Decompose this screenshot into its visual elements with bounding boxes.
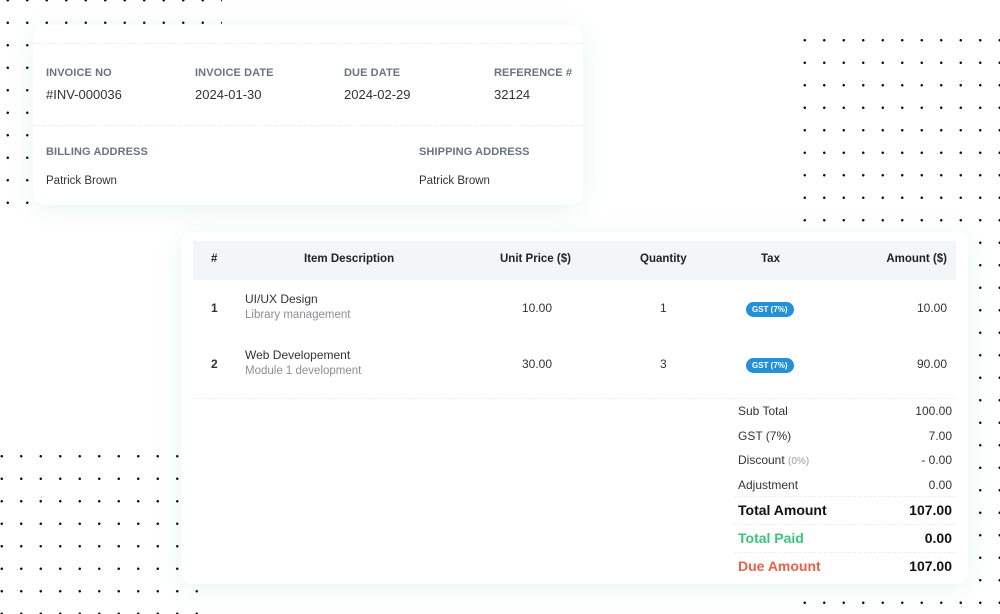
- tax-badge: GST (7%): [746, 358, 794, 373]
- total-amount-label: Total Amount: [738, 502, 827, 518]
- tax-badge: GST (7%): [746, 302, 794, 317]
- invoice-date-label: INVOICE DATE: [195, 67, 274, 79]
- adjustment-value: 0.00: [928, 478, 952, 492]
- items-card: # Item Description Unit Price ($) Quanti…: [181, 232, 968, 584]
- dot-pattern-bottom-left: [0, 445, 214, 614]
- unit-price: 10.00: [522, 301, 553, 315]
- col-unit-price: Unit Price ($): [500, 253, 571, 265]
- item-desc: Library management: [245, 309, 351, 321]
- quantity: 3: [660, 357, 667, 371]
- discount-label: Discount (0%): [738, 453, 809, 467]
- shipping-name: Patrick Brown: [419, 175, 490, 187]
- col-num: #: [211, 253, 218, 265]
- gst-label: GST (7%): [738, 429, 792, 443]
- col-description: Item Description: [304, 253, 395, 265]
- table-header: [193, 241, 956, 280]
- shipping-address-label: SHIPPING ADDRESS: [419, 146, 530, 158]
- amount: 10.00: [916, 301, 947, 315]
- discount-percent: (0%): [788, 456, 810, 467]
- col-amount: Amount ($): [886, 253, 947, 265]
- discount-value: - 0.00: [921, 453, 952, 467]
- invoice-no-value: #INV-000036: [46, 87, 122, 102]
- total-paid-label: Total Paid: [738, 530, 804, 546]
- total-paid-value: 0.00: [924, 530, 952, 546]
- subtotal-label: Sub Total: [738, 404, 788, 418]
- due-date-value: 2024-02-29: [344, 87, 411, 102]
- item-desc: Module 1 development: [245, 365, 362, 377]
- invoice-no-label: INVOICE NO: [46, 67, 112, 79]
- amount: 90.00: [916, 357, 947, 371]
- invoice-info-card: INVOICE NO #INV-000036 INVOICE DATE 2024…: [33, 25, 583, 205]
- row-num: 2: [211, 357, 218, 371]
- due-amount-label: Due Amount: [738, 558, 821, 574]
- item-title: Web Developement: [245, 348, 351, 362]
- due-date-label: DUE DATE: [344, 67, 401, 79]
- subtotal-value: 100.00: [915, 404, 952, 418]
- due-amount-value: 107.00: [909, 558, 952, 574]
- col-tax: Tax: [761, 253, 780, 265]
- adjustment-label: Adjustment: [738, 478, 799, 492]
- item-title: UI/UX Design: [245, 292, 318, 306]
- billing-address-label: BILLING ADDRESS: [46, 146, 148, 158]
- row-num: 1: [211, 301, 218, 315]
- reference-label: REFERENCE #: [494, 67, 573, 79]
- reference-value: 32124: [494, 87, 531, 102]
- col-quantity: Quantity: [640, 253, 687, 265]
- gst-value: 7.00: [928, 429, 952, 443]
- discount-text: Discount: [738, 453, 785, 467]
- quantity: 1: [660, 301, 667, 315]
- invoice-date-value: 2024-01-30: [195, 87, 262, 102]
- total-amount-value: 107.00: [909, 502, 952, 518]
- unit-price: 30.00: [522, 357, 553, 371]
- billing-name: Patrick Brown: [46, 175, 117, 187]
